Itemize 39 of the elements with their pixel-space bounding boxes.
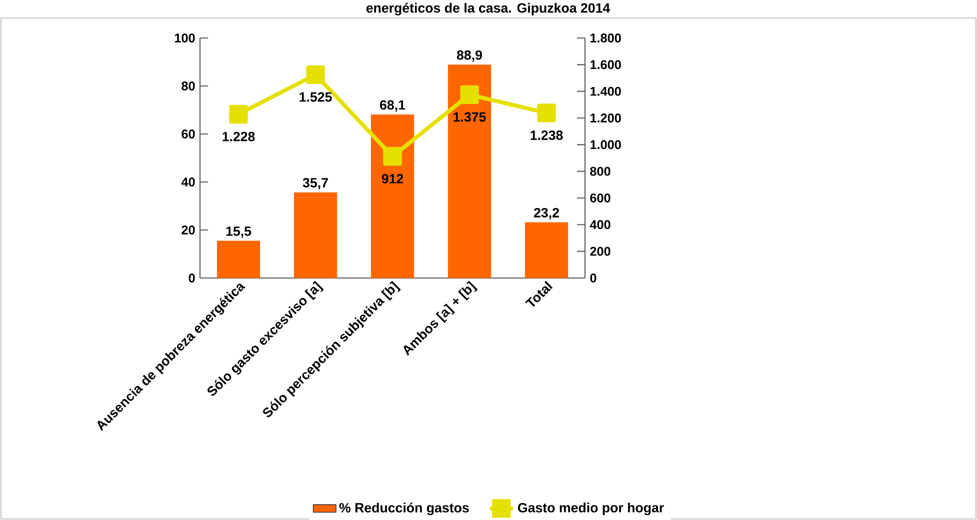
y2-tick-label: 1.600 [590, 60, 621, 70]
point [460, 85, 479, 104]
point [229, 104, 248, 124]
data-label: 23,2 [534, 208, 559, 220]
point [306, 65, 325, 84]
data-label: 68,1 [380, 100, 406, 112]
y-tick-label: 80 [182, 82, 195, 90]
bar [524, 222, 568, 278]
y2-tick-label: 0 [590, 274, 596, 282]
bar [448, 64, 492, 278]
y2-tick-label: 1.000 [590, 140, 621, 150]
bar [370, 114, 414, 278]
y2-tick-label: 600 [590, 194, 610, 202]
y2-tick-label: 200 [590, 246, 610, 256]
y-tick-label: 100 [174, 34, 195, 42]
legend-label: Gasto medio por hogar [518, 502, 664, 516]
data-label: 912 [382, 174, 404, 184]
data-label: 1.238 [530, 130, 563, 140]
data-label: 15,5 [226, 226, 252, 238]
point [537, 104, 556, 122]
y-tick-label: 40 [181, 178, 195, 186]
data-label: 1.228 [222, 132, 255, 142]
y2-tick-label: 1.200 [590, 114, 621, 122]
bar [216, 240, 260, 278]
y2-tick-label: 1.800 [590, 34, 621, 42]
y-tick-label: 60 [182, 130, 195, 138]
y-tick-label: 20 [182, 226, 195, 234]
y2-tick-label: 1.400 [590, 86, 621, 96]
data-label: 1.525 [300, 92, 332, 102]
bar [294, 192, 338, 278]
data-label: 88,9 [456, 50, 482, 62]
y2-tick-label: 400 [590, 220, 610, 230]
point [383, 147, 402, 166]
legend-label: % Reducción gastos [339, 502, 469, 516]
y2-tick-label: 800 [590, 166, 610, 176]
y-tick-label: 0 [188, 274, 195, 282]
data-label: 35,7 [302, 178, 328, 190]
data-label: 1.375 [454, 112, 486, 122]
chart-title: energéticos de la casa. Gipuzkoa 2014 [366, 2, 610, 16]
